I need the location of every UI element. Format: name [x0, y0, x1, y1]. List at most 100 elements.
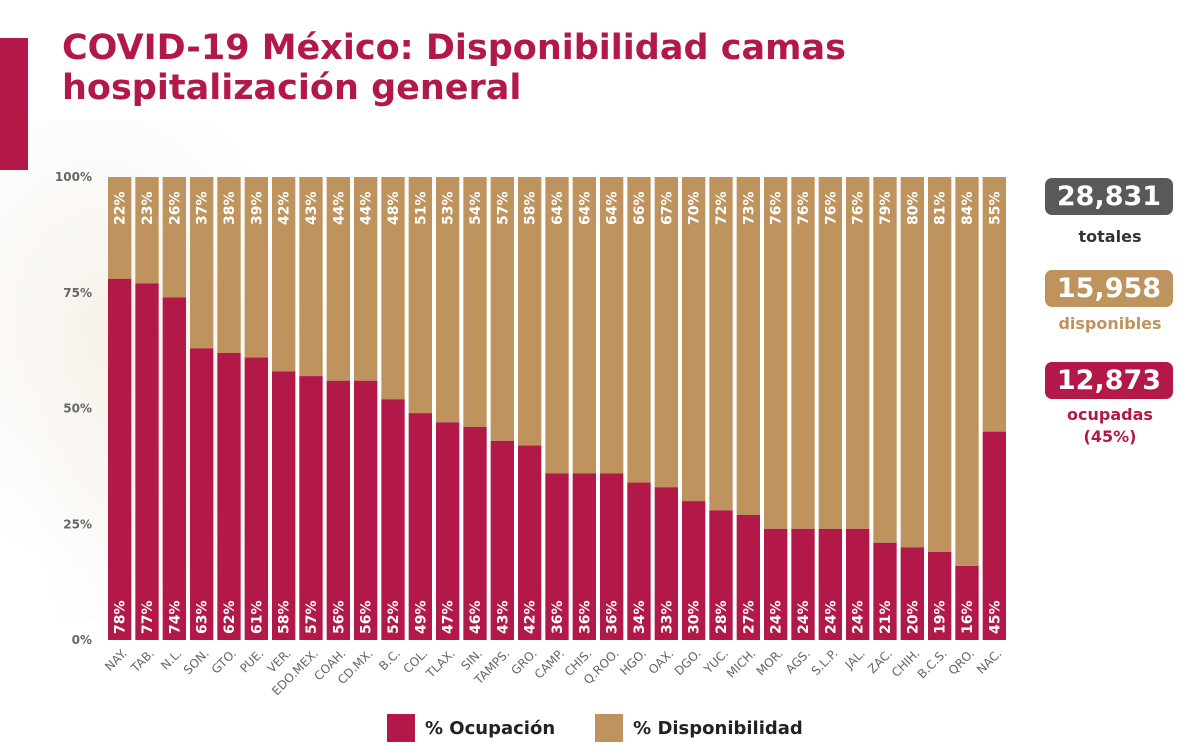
bar-disponibilidad [299, 177, 323, 377]
data-label-disponibilidad: 23% [140, 191, 156, 225]
ocupadas-pct: (45%) [1083, 427, 1137, 446]
data-label-ocupacion: 24% [851, 600, 867, 634]
category-label: B.C. [376, 646, 403, 673]
bar-disponibilidad [217, 177, 241, 353]
bar-disponibilidad [955, 177, 979, 566]
bar-disponibilidad [818, 177, 842, 529]
data-label-disponibilidad: 26% [167, 191, 183, 225]
bar-disponibilidad [381, 177, 405, 400]
bar-disponibilidad [545, 177, 569, 474]
bar-ocupacion [244, 357, 268, 640]
category-label: OAX. [646, 646, 677, 677]
bar-disponibilidad [928, 177, 952, 553]
bar-disponibilidad [518, 177, 542, 446]
disponibles-label: disponibles [1058, 314, 1162, 333]
category-label: SON. [181, 646, 212, 677]
bar-disponibilidad [791, 177, 815, 529]
bar-ocupacion [600, 473, 624, 640]
data-label-ocupacion: 45% [987, 600, 1003, 634]
bar-disponibilidad [108, 177, 132, 279]
page-title: COVID-19 México: Disponibilidad camas ho… [62, 28, 846, 108]
data-label-disponibilidad: 64% [550, 191, 566, 225]
data-label-disponibilidad: 39% [249, 191, 265, 225]
data-label-ocupacion: 42% [523, 600, 539, 634]
data-label-disponibilidad: 84% [960, 191, 976, 225]
category-label: QRO. [946, 646, 978, 678]
data-label-ocupacion: 19% [933, 600, 949, 634]
data-label-ocupacion: 36% [605, 600, 621, 634]
data-label-ocupacion: 36% [577, 600, 593, 634]
data-label-disponibilidad: 76% [823, 191, 839, 225]
bar-ocupacion [354, 380, 378, 640]
category-label: NAC. [974, 646, 1005, 677]
bar-ocupacion [463, 427, 487, 640]
data-label-disponibilidad: 76% [796, 191, 812, 225]
bar-ocupacion [818, 528, 842, 640]
data-label-disponibilidad: 44% [359, 191, 375, 225]
category-label: N.L. [158, 646, 184, 672]
bar-disponibilidad [736, 177, 760, 515]
data-label-disponibilidad: 70% [687, 191, 703, 225]
data-label-disponibilidad: 44% [331, 191, 347, 225]
data-label-disponibilidad: 22% [113, 191, 129, 225]
data-label-disponibilidad: 57% [495, 191, 511, 225]
data-label-disponibilidad: 58% [523, 191, 539, 225]
bar-ocupacion [436, 422, 460, 640]
bar-ocupacion [955, 565, 979, 640]
bar-ocupacion [381, 399, 405, 640]
data-label-ocupacion: 30% [687, 600, 703, 634]
totales-value: 28,831 [1045, 178, 1173, 215]
bar-disponibilidad [764, 177, 788, 529]
bar-ocupacion [654, 487, 678, 640]
bar-disponibilidad [490, 177, 514, 441]
data-label-ocupacion: 47% [441, 600, 457, 634]
legend: % Ocupación % Disponibilidad [387, 713, 843, 743]
data-label-disponibilidad: 64% [577, 191, 593, 225]
data-label-ocupacion: 27% [741, 600, 757, 634]
data-label-ocupacion: 57% [304, 600, 320, 634]
data-label-ocupacion: 43% [495, 600, 511, 634]
bar-disponibilidad [135, 177, 159, 284]
data-label-disponibilidad: 72% [714, 191, 730, 225]
data-label-ocupacion: 56% [331, 600, 347, 634]
totales-label: totales [1078, 227, 1142, 246]
bar-ocupacion [272, 371, 296, 640]
data-label-ocupacion: 77% [140, 600, 156, 634]
ocupadas-label: ocupadas [1067, 405, 1153, 424]
bar-ocupacion [299, 376, 323, 640]
data-label-ocupacion: 74% [167, 600, 183, 634]
data-label-ocupacion: 61% [249, 600, 265, 634]
data-label-disponibilidad: 73% [741, 191, 757, 225]
data-label-disponibilidad: 64% [605, 191, 621, 225]
category-label: MICH. [724, 646, 759, 681]
data-label-disponibilidad: 51% [413, 191, 429, 225]
category-label: DGO. [672, 646, 704, 678]
data-label-ocupacion: 20% [905, 600, 921, 634]
data-label-ocupacion: 63% [195, 600, 211, 634]
data-label-disponibilidad: 76% [851, 191, 867, 225]
bar-disponibilidad [244, 177, 268, 358]
category-label: NAY. [102, 646, 130, 674]
legend-swatch-ocupacion [387, 714, 415, 742]
y-tick-label: 75% [63, 286, 92, 300]
category-label: TAB. [128, 646, 157, 675]
bar-ocupacion [846, 528, 870, 640]
legend-swatch-disponibilidad [595, 714, 624, 742]
data-label-ocupacion: 58% [277, 600, 293, 634]
bar-disponibilidad [600, 177, 624, 474]
category-label: HGO. [617, 646, 649, 678]
category-label: GTO. [209, 646, 239, 676]
bar-disponibilidad [436, 177, 460, 423]
data-label-ocupacion: 56% [359, 600, 375, 634]
y-tick-label: 50% [63, 402, 92, 416]
category-label: TLAX. [423, 646, 458, 681]
data-label-ocupacion: 36% [550, 600, 566, 634]
bar-ocupacion [928, 552, 952, 640]
bar-ocupacion [190, 348, 214, 640]
bar-disponibilidad [408, 177, 432, 414]
bar-disponibilidad [900, 177, 924, 548]
legend-item-ocupacion: % Ocupación [387, 714, 555, 742]
bar-disponibilidad [873, 177, 897, 543]
bar-disponibilidad [354, 177, 378, 381]
